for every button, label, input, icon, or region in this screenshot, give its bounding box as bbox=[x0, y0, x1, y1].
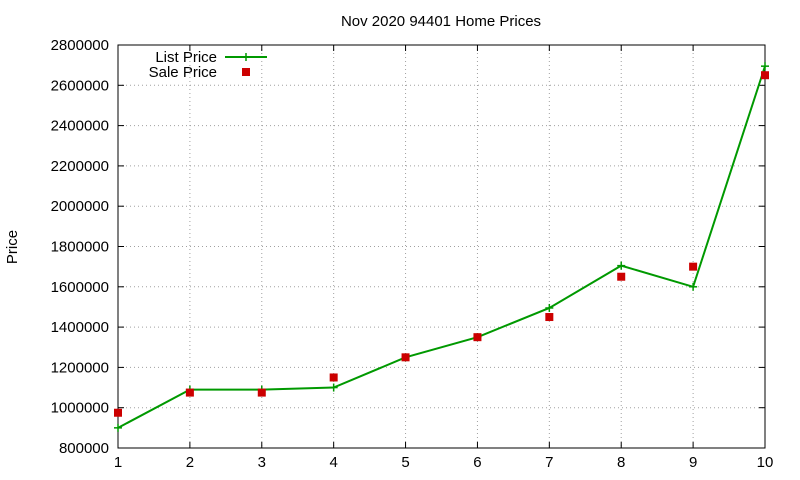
y-tick-label: 1600000 bbox=[51, 279, 109, 296]
y-axis-label: Price bbox=[4, 230, 21, 264]
y-tick-label: 2800000 bbox=[51, 37, 109, 54]
x-tick-label: 3 bbox=[258, 454, 266, 471]
sale-price-point bbox=[329, 373, 338, 382]
y-tick-label: 2200000 bbox=[51, 158, 109, 175]
list-price-point bbox=[617, 261, 626, 270]
y-tick-label: 800000 bbox=[59, 440, 109, 457]
x-tick-label: 5 bbox=[401, 454, 409, 471]
list-price-point bbox=[114, 423, 122, 432]
x-tick-label: 1 bbox=[114, 454, 122, 471]
sale-price-point bbox=[689, 262, 698, 271]
x-tick-label: 6 bbox=[473, 454, 481, 471]
chart-title: Nov 2020 94401 Home Prices bbox=[341, 13, 541, 30]
list-price-point bbox=[689, 282, 698, 291]
sale-price-point bbox=[473, 333, 482, 342]
legend-swatch-sale-price bbox=[242, 68, 250, 76]
list-price-point bbox=[545, 303, 554, 312]
sale-price-point bbox=[401, 353, 410, 362]
y-tick-label: 1000000 bbox=[51, 400, 109, 417]
legend-label-sale-price: Sale Price bbox=[149, 64, 217, 81]
sale-price-point bbox=[545, 313, 554, 322]
sale-price-point bbox=[761, 71, 769, 80]
y-tick-label: 1800000 bbox=[51, 239, 109, 256]
sale-price-point bbox=[257, 388, 266, 397]
x-tick-label: 9 bbox=[689, 454, 697, 471]
sale-price-point bbox=[114, 408, 122, 417]
legend-label-list-price: List Price bbox=[155, 49, 217, 66]
y-tick-label: 1400000 bbox=[51, 319, 109, 336]
y-tick-label: 2600000 bbox=[51, 77, 109, 94]
list-price-point bbox=[329, 383, 338, 392]
sale-price-point bbox=[617, 272, 626, 281]
y-tick-label: 2000000 bbox=[51, 198, 109, 215]
list-price-point bbox=[761, 62, 769, 71]
x-tick-label: 7 bbox=[545, 454, 553, 471]
series-layer bbox=[114, 62, 769, 432]
list-price-line bbox=[117, 65, 766, 429]
y-tick-label: 2400000 bbox=[51, 118, 109, 135]
axis-layer: 800000 1000000 1200000 1400000 1600000 180000… bbox=[51, 37, 774, 471]
x-tick-label: 2 bbox=[186, 454, 194, 471]
y-tick-label: 1200000 bbox=[51, 359, 109, 376]
x-tick-label: 8 bbox=[617, 454, 625, 471]
x-tick-label: 4 bbox=[329, 454, 337, 471]
sale-price-point bbox=[185, 388, 194, 397]
x-tick-label: 10 bbox=[757, 454, 774, 471]
